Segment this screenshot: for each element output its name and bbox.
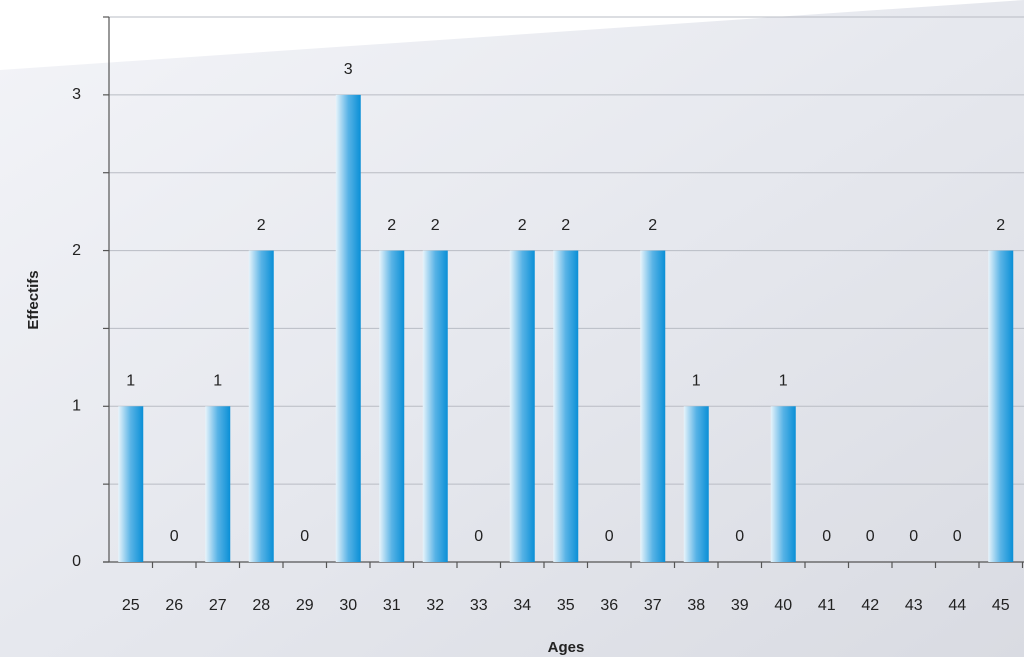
data-label: 0 xyxy=(953,528,962,545)
x-tick-label: 32 xyxy=(426,597,444,614)
x-axis-title: Ages xyxy=(548,639,585,656)
data-label: 1 xyxy=(213,373,222,390)
x-tick-label: 25 xyxy=(122,597,140,614)
x-tick-label: 34 xyxy=(513,597,531,614)
x-tick-label: 33 xyxy=(470,597,488,614)
data-label: 3 xyxy=(344,61,353,78)
bar xyxy=(683,406,709,562)
x-tick-label: 38 xyxy=(687,597,705,614)
x-tick-label: 45 xyxy=(992,597,1010,614)
bar xyxy=(988,250,1014,563)
y-tick-label: 1 xyxy=(72,398,81,415)
data-label: 0 xyxy=(605,528,614,545)
bar xyxy=(118,406,144,562)
x-tick-label: 26 xyxy=(165,597,183,614)
x-tick-label: 44 xyxy=(948,597,966,614)
data-label: 1 xyxy=(126,373,135,390)
y-tick-label: 3 xyxy=(72,86,81,103)
y-tick-label: 2 xyxy=(72,242,81,259)
x-tick-label: 43 xyxy=(905,597,923,614)
x-tick-label: 42 xyxy=(861,597,879,614)
x-tick-label: 36 xyxy=(600,597,618,614)
data-label: 0 xyxy=(822,528,831,545)
bar xyxy=(640,250,666,563)
data-label: 1 xyxy=(779,373,788,390)
bar xyxy=(422,250,448,563)
bar xyxy=(553,250,579,563)
data-label: 0 xyxy=(866,528,875,545)
data-label: 0 xyxy=(300,528,309,545)
x-tick-label: 28 xyxy=(252,597,270,614)
data-label: 2 xyxy=(561,217,570,234)
data-label: 2 xyxy=(257,217,266,234)
x-tick-label: 37 xyxy=(644,597,662,614)
x-tick-label: 27 xyxy=(209,597,227,614)
x-tick-label: 30 xyxy=(339,597,357,614)
x-tick-label: 31 xyxy=(383,597,401,614)
data-label: 1 xyxy=(692,373,701,390)
y-tick-label: 0 xyxy=(72,553,81,570)
data-label: 0 xyxy=(474,528,483,545)
bar xyxy=(509,250,535,563)
x-tick-label: 40 xyxy=(774,597,792,614)
x-tick-label: 29 xyxy=(296,597,314,614)
y-axis-title: Effectifs xyxy=(25,270,42,329)
data-label: 2 xyxy=(996,217,1005,234)
data-label: 2 xyxy=(387,217,396,234)
bar xyxy=(248,250,274,563)
data-label: 2 xyxy=(518,217,527,234)
bar xyxy=(379,250,405,563)
data-label: 0 xyxy=(909,528,918,545)
data-label: 0 xyxy=(735,528,744,545)
x-tick-label: 41 xyxy=(818,597,836,614)
bar xyxy=(770,406,796,562)
x-tick-label: 35 xyxy=(557,597,575,614)
bar xyxy=(335,94,361,562)
data-label: 2 xyxy=(431,217,440,234)
data-label: 0 xyxy=(170,528,179,545)
x-tick-label: 39 xyxy=(731,597,749,614)
data-label: 2 xyxy=(648,217,657,234)
bar xyxy=(205,406,231,562)
